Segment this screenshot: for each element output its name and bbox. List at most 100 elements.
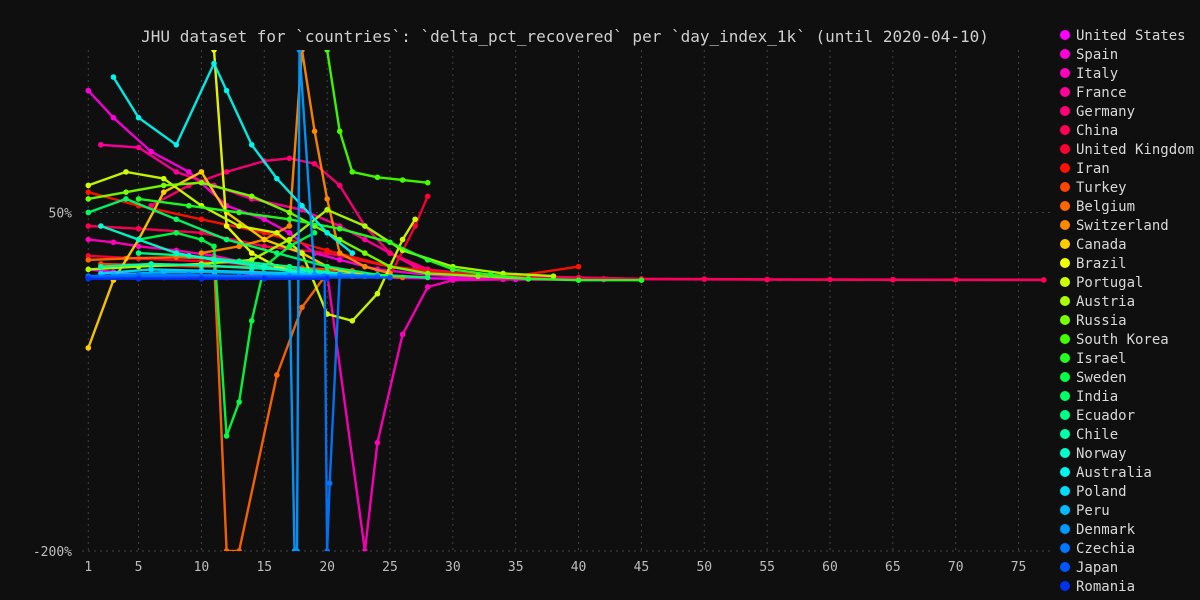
data-point <box>198 179 205 186</box>
data-point <box>98 263 104 270</box>
legend-label: Japan <box>1076 560 1118 576</box>
grid <box>82 50 1050 552</box>
x-tick-label: 45 <box>634 560 650 575</box>
legend-marker <box>1060 87 1070 97</box>
data-point <box>85 223 92 229</box>
data-point <box>349 318 356 324</box>
data-point <box>148 148 154 155</box>
data-point <box>211 257 217 263</box>
data-point <box>135 236 142 243</box>
data-point <box>890 276 896 283</box>
legend-label: Italy <box>1076 66 1118 82</box>
data-point <box>475 273 481 279</box>
data-point <box>85 209 92 216</box>
legend-marker <box>1060 220 1070 230</box>
data-point <box>387 274 393 281</box>
data-point <box>85 257 92 263</box>
data-point <box>236 548 242 551</box>
data-point <box>387 250 393 256</box>
legend-label: Brazil <box>1076 256 1127 272</box>
data-point <box>135 196 142 202</box>
data-point <box>324 247 330 254</box>
data-point <box>336 182 343 189</box>
y-tick-label: -200% <box>33 545 72 560</box>
data-point <box>424 284 431 290</box>
data-point <box>186 202 192 209</box>
data-point <box>362 548 368 551</box>
x-tick-label: 30 <box>445 560 461 575</box>
data-point <box>311 229 318 236</box>
data-point <box>160 182 167 189</box>
data-point <box>311 160 318 167</box>
data-point <box>135 114 142 121</box>
legend-marker <box>1060 296 1070 306</box>
legend-label: Czechia <box>1076 541 1135 557</box>
data-point <box>299 202 305 209</box>
data-point <box>160 175 167 182</box>
data-point <box>198 250 205 256</box>
data-point <box>324 206 330 213</box>
data-point <box>186 271 192 278</box>
legend-label: Spain <box>1076 47 1118 63</box>
legend-marker <box>1060 505 1070 515</box>
legend-label: Sweden <box>1076 370 1127 386</box>
data-point <box>261 236 268 243</box>
legend-marker <box>1060 391 1070 401</box>
data-point <box>274 372 280 378</box>
data-point <box>135 243 142 250</box>
legend-marker <box>1060 543 1070 553</box>
data-point <box>223 169 230 175</box>
data-point <box>248 193 255 200</box>
data-point <box>827 276 833 283</box>
data-point <box>173 216 180 223</box>
legend-label: South Korea <box>1076 332 1169 348</box>
data-point <box>324 263 330 270</box>
data-point <box>550 273 557 279</box>
legend-marker <box>1060 315 1070 325</box>
data-point <box>311 128 318 135</box>
data-point <box>85 345 92 351</box>
legend-marker <box>1060 353 1070 363</box>
data-point <box>123 189 129 195</box>
data-point <box>1040 277 1047 283</box>
series-line <box>325 50 428 184</box>
data-point <box>336 225 343 232</box>
data-point <box>85 87 92 94</box>
series-line <box>88 256 403 551</box>
data-point <box>110 239 117 246</box>
legend-label: Poland <box>1076 484 1127 500</box>
data-point <box>85 196 92 202</box>
data-point <box>399 236 406 243</box>
legend-marker <box>1060 68 1070 78</box>
x-tick-label: 25 <box>382 560 398 575</box>
legend-marker <box>1060 30 1070 40</box>
data-point <box>85 276 92 282</box>
data-point <box>248 250 255 256</box>
data-point <box>424 179 431 186</box>
x-tick-label: 40 <box>571 560 587 575</box>
data-point <box>173 169 180 175</box>
data-point <box>85 182 92 189</box>
x-tick-label: 65 <box>885 560 901 575</box>
data-point <box>211 60 217 67</box>
data-point <box>450 277 456 283</box>
data-point <box>135 144 142 151</box>
data-point <box>299 304 305 311</box>
data-point <box>198 216 205 223</box>
data-point <box>286 155 293 162</box>
legend-marker <box>1060 182 1070 192</box>
data-point <box>186 169 192 175</box>
data-point <box>336 128 343 135</box>
data-point <box>85 236 92 243</box>
data-point <box>148 261 154 267</box>
data-point <box>98 223 104 229</box>
data-point <box>424 193 431 200</box>
x-tick-label: 20 <box>319 560 335 575</box>
data-point <box>248 265 255 271</box>
x-tick-label: 70 <box>948 560 964 575</box>
data-point <box>173 229 180 236</box>
legend-label: Belgium <box>1076 199 1135 215</box>
data-point <box>362 263 368 270</box>
series-line <box>138 231 316 438</box>
data-point <box>110 74 117 80</box>
